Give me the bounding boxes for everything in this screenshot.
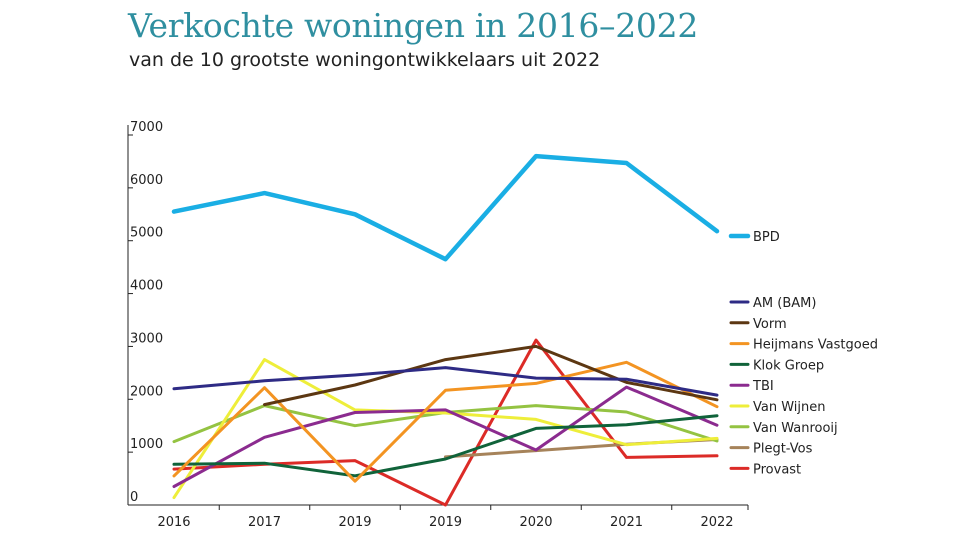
y-tick-label: 2000 [130, 384, 163, 399]
y-tick-label: 4000 [130, 279, 163, 294]
legend-label-plegt-vos: Plegt-Vos [753, 442, 813, 457]
legend-label-klok-groep: Klok Groep [753, 358, 824, 373]
x-tick-label: 2019 [429, 515, 462, 530]
x-tick-label: 2017 [248, 515, 281, 530]
chart-subtitle: van de 10 grootste woningontwikkelaars u… [129, 49, 601, 71]
legend-label-van-wijnen: Van Wijnen [753, 400, 826, 415]
legend-label-bpd: BPD [753, 230, 780, 245]
series-line-heijmans-vastgoed [172, 360, 719, 483]
series-lines [171, 153, 720, 507]
legend-label-vorm: Vorm [753, 317, 787, 332]
y-tick-label: 7000 [130, 120, 163, 135]
axes: 0 1000 2000 3000 4000 5000 6000 7000 2016 2017 201… [127, 120, 749, 530]
series-line-vorm [263, 344, 719, 407]
x-tick-label: 2016 [157, 515, 190, 530]
y-tick-label: 1000 [130, 437, 163, 452]
y-tick-label: 0 [130, 490, 138, 505]
legend-label-tbi: TBI [752, 379, 774, 394]
series-line-van-wijnen [172, 358, 719, 500]
x-tick-label: 2022 [700, 515, 733, 530]
legend: BPD AM (BAM) Vorm Heijmans Vastgoed Klok Gro… [728, 230, 878, 477]
x-tick-label: 2021 [610, 515, 643, 530]
legend-label-am-bam: AM (BAM) [753, 296, 816, 311]
x-tick-label: 2019 [338, 515, 371, 530]
series-line-bpd [171, 153, 720, 262]
chart-title: Verkochte woningen in 2016–2022 [128, 6, 699, 45]
legend-label-provast: Provast [753, 462, 801, 477]
series-line-am-bam [172, 366, 719, 397]
legend-label-van-wanrooij: Van Wanrooij [753, 421, 838, 436]
x-tick-label: 2020 [519, 515, 552, 530]
y-tick-label: 6000 [130, 173, 163, 188]
y-tick-label: 5000 [130, 226, 163, 241]
y-tick-label: 3000 [130, 331, 163, 346]
series-line-klok-groep [172, 414, 719, 478]
series-line-tbi [172, 385, 719, 488]
legend-label-heijmans-vastgoed: Heijmans Vastgoed [753, 338, 878, 353]
